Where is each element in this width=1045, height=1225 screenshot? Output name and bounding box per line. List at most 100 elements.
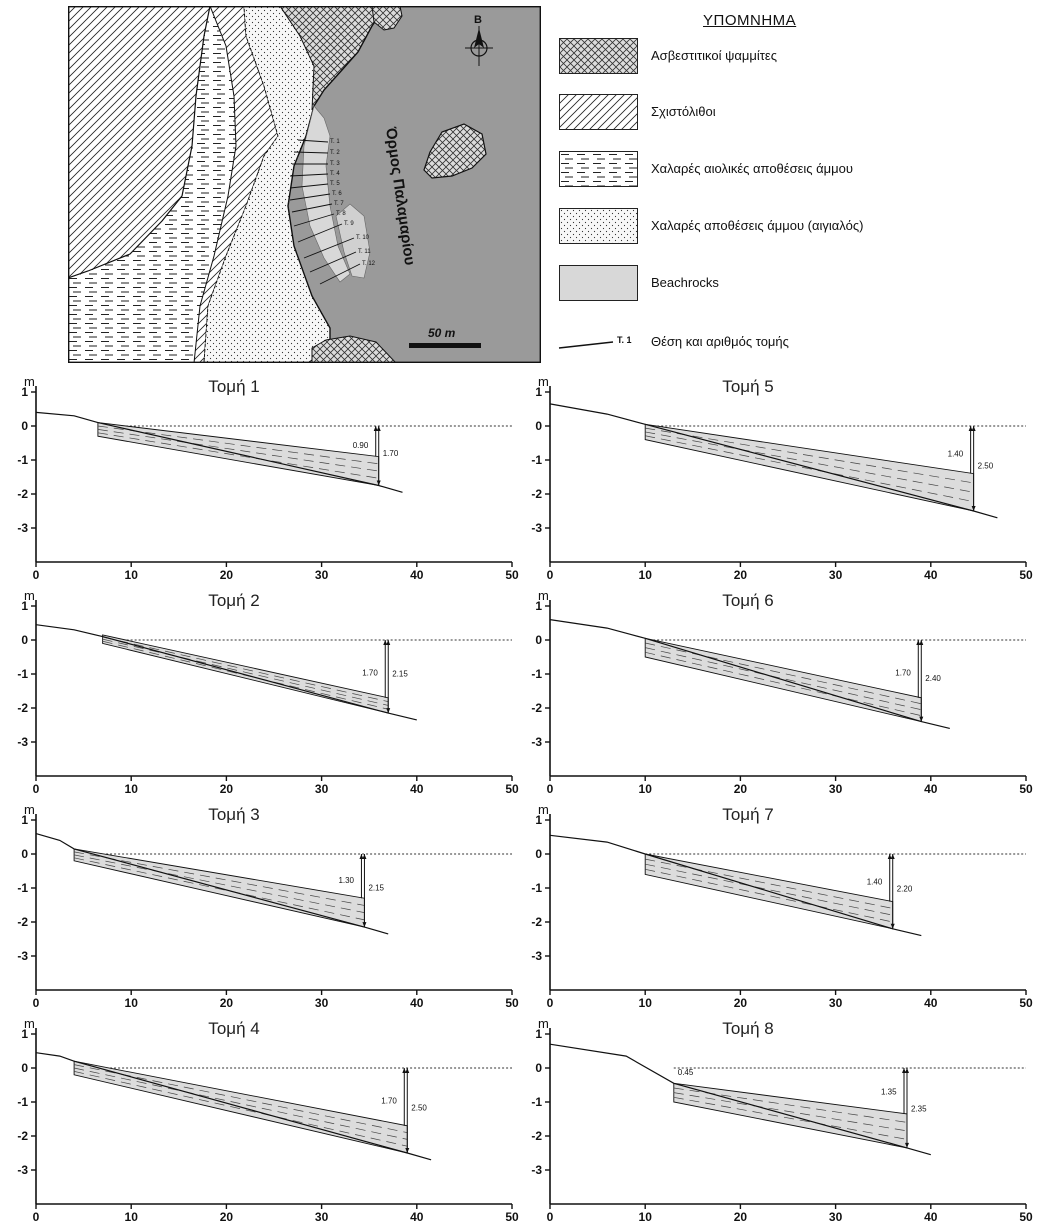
x-tick-label: 20 [220, 996, 234, 1008]
y-axis-unit-label: m [24, 802, 35, 817]
x-tick-label: 0 [33, 1210, 40, 1222]
schist-area-left [67, 5, 211, 279]
beachrock-layer [673, 1096, 908, 1140]
y-tick-label: 1 [21, 385, 28, 399]
scale-bar [409, 343, 481, 348]
x-tick-label: 20 [220, 1210, 234, 1222]
legend-swatch-crosshatch [559, 38, 638, 74]
depth-label: 1.70 [362, 669, 378, 678]
legend-label: Beachrocks [651, 275, 719, 290]
y-tick-label: 1 [535, 813, 542, 827]
chart-title: Τομή 1 [208, 377, 259, 396]
beachrock-area [301, 105, 351, 283]
chart-title: Τομή 4 [208, 1019, 259, 1038]
x-tick-label: 40 [410, 996, 424, 1008]
islet-east [423, 123, 487, 179]
legend-swatch-dots [559, 208, 638, 244]
profile-chart-3: m 0 10 20 30 40 50 1 0 -1 -2 -3 1.30 2.15 Τομή 3 [0, 796, 522, 1008]
y-tick-label: 1 [535, 385, 542, 399]
y-tick-label: -3 [17, 735, 28, 749]
y-axis-unit-label: m [24, 1016, 35, 1031]
legend-item-calcareous-sandstone: Ασβεστιτικοί ψαμμίτες [555, 38, 1035, 78]
profile-chart-1: m 0 10 20 30 40 50 1 0 -1 -2 -3 0.90 1.70 Τομή 1 [0, 368, 522, 580]
beachrock-layer [645, 863, 893, 916]
north-label: B [474, 14, 482, 26]
chart-title: Τομή 5 [722, 377, 773, 396]
beachrock-layer [645, 427, 974, 484]
x-tick-label: 20 [734, 1210, 748, 1222]
x-tick-label: 30 [315, 568, 329, 580]
beachrock-layer [645, 868, 893, 923]
chart-title: Τομή 8 [722, 1019, 773, 1038]
y-axis-unit-label: m [538, 802, 549, 817]
legend-item-schist: Σχιστόλιθοι [555, 94, 1035, 134]
ground-profile [35, 1052, 432, 1161]
y-tick-label: -2 [17, 701, 28, 715]
beachrock-layer [74, 854, 365, 913]
legend-swatch-grey [559, 265, 638, 301]
y-tick-label: -2 [531, 1129, 542, 1143]
y-tick-label: 1 [535, 1027, 542, 1041]
y-tick-label: -1 [17, 667, 28, 681]
y-tick-label: 0 [535, 1061, 542, 1075]
x-tick-label: 20 [220, 568, 234, 580]
y-tick-label: 1 [21, 1027, 28, 1041]
depth-label: 2.20 [897, 884, 913, 893]
section-label-9: Τ. 9 [344, 221, 354, 227]
x-tick-label: 50 [1019, 568, 1033, 580]
y-tick-label: -3 [531, 521, 542, 535]
y-axis-unit-label: m [538, 1016, 549, 1031]
beachrock-area-offshore [335, 203, 371, 279]
beachrock-layer [102, 638, 389, 706]
y-axis-unit-label: m [538, 374, 549, 389]
legend-swatch-diagonal [559, 94, 638, 130]
section-label-2: Τ. 2 [330, 150, 340, 156]
beachrock-layer [645, 431, 974, 493]
chart-title: Τομή 6 [722, 591, 773, 610]
y-tick-label: -2 [531, 701, 542, 715]
y-tick-label: -1 [17, 453, 28, 467]
y-tick-label: 1 [21, 813, 28, 827]
profile-chart-6: m 0 10 20 30 40 50 1 0 -1 -2 -3 1.70 2.40 Τομή 6 [514, 582, 1036, 794]
x-tick-label: 30 [315, 996, 329, 1008]
section-label-8: Τ. 8 [336, 211, 346, 217]
legend-label: Χαλαρές αποθέσεις άμμου (αιγιαλός) [651, 218, 864, 233]
x-tick-label: 30 [829, 996, 843, 1008]
y-tick-label: -1 [531, 1095, 542, 1109]
y-tick-label: -1 [531, 881, 542, 895]
legend-label: Θέση και αριθμός τομής [651, 334, 789, 349]
section-label-4: Τ. 4 [330, 171, 340, 177]
depth-label: 1.40 [867, 878, 883, 887]
x-tick-label: 20 [734, 568, 748, 580]
x-tick-label: 30 [315, 1210, 329, 1222]
legend-item-beach-sand: Χαλαρές αποθέσεις άμμου (αιγιαλός) [555, 208, 1035, 248]
beachrock-layer [74, 1067, 408, 1140]
y-axis-unit-label: m [24, 588, 35, 603]
depth-label: 1.35 [881, 1087, 897, 1096]
y-tick-label: 0 [21, 419, 28, 433]
x-tick-label: 40 [924, 996, 938, 1008]
x-tick-label: 50 [505, 1210, 519, 1222]
y-tick-label: -2 [17, 1129, 28, 1143]
y-tick-label: 0 [535, 419, 542, 433]
x-tick-label: 40 [924, 1210, 938, 1222]
y-axis-unit-label: m [538, 588, 549, 603]
depth-label: 2.50 [411, 1104, 427, 1113]
section-label-1: Τ. 1 [330, 139, 340, 145]
x-tick-label: 10 [125, 782, 139, 794]
beachrock-layer [74, 1071, 408, 1147]
legend-item-aeolian-sand: Χαλαρές αιολικές αποθέσεις άμμου [555, 151, 1035, 191]
beachrock-layer [673, 1092, 908, 1132]
y-tick-label: -3 [17, 949, 28, 963]
map-svg: Τ. 1 Τ. 2 Τ. 3 Τ. 4 Τ. 5 Τ. 6 Τ. 7 Τ. 8 … [67, 5, 542, 364]
x-tick-label: 10 [639, 1210, 653, 1222]
section-labels: Τ. 1 Τ. 2 Τ. 3 Τ. 4 Τ. 5 Τ. 6 Τ. 7 Τ. 8 … [330, 139, 376, 267]
y-tick-label: -1 [17, 881, 28, 895]
section-label-3: Τ. 3 [330, 161, 340, 167]
x-tick-label: 50 [1019, 996, 1033, 1008]
ground-profile [35, 833, 389, 935]
scale-label: 50 m [428, 326, 456, 340]
y-tick-label: 0 [535, 633, 542, 647]
chart-title: Τομή 7 [722, 805, 773, 824]
x-tick-label: 10 [125, 568, 139, 580]
